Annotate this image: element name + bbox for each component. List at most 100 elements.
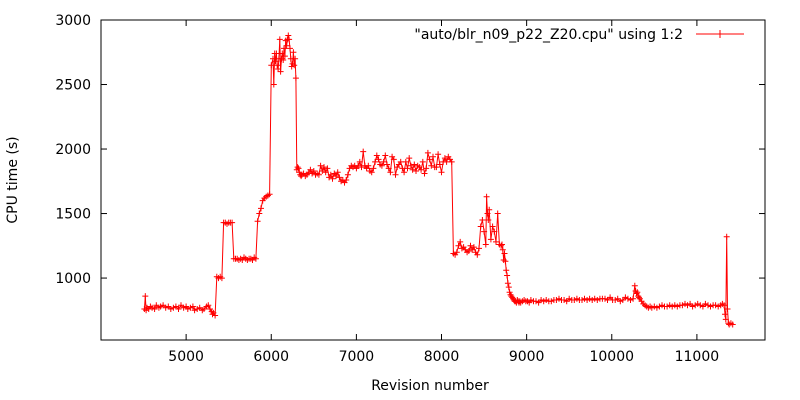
- data-point-marker: [694, 300, 701, 307]
- data-point-marker: [448, 158, 455, 165]
- data-point-marker: [229, 219, 236, 226]
- data-point-marker: [258, 205, 264, 212]
- data-point-marker: [175, 306, 182, 312]
- data-point-marker: [387, 169, 394, 176]
- data-point-marker: [527, 297, 534, 303]
- data-point-marker: [502, 258, 509, 265]
- data-point-marker: [721, 302, 728, 309]
- data-point-marker: [356, 158, 363, 165]
- data-point-marker: [254, 218, 261, 225]
- data-point-marker: [423, 165, 430, 172]
- x-axis-label: Revision number: [371, 378, 489, 394]
- data-point-marker: [470, 244, 477, 251]
- data-point-marker: [413, 168, 419, 174]
- data-point-marker: [651, 303, 658, 310]
- data-point-marker: [212, 312, 219, 319]
- data-point-marker: [382, 152, 389, 159]
- data-point-marker: [435, 151, 442, 158]
- data-point-marker: [291, 62, 298, 69]
- x-tick-label: 11000: [675, 349, 720, 365]
- data-point-marker: [503, 267, 510, 274]
- data-point-marker: [270, 81, 277, 88]
- data-point-marker: [292, 75, 299, 82]
- data-point-marker: [476, 245, 482, 252]
- data-point-marker: [355, 162, 362, 169]
- data-point-marker: [151, 306, 158, 312]
- data-point-marker: [571, 297, 578, 303]
- data-point-marker: [365, 162, 372, 169]
- data-point-marker: [286, 36, 293, 43]
- data-point-marker: [484, 210, 491, 217]
- data-point-marker: [482, 241, 489, 248]
- x-tick-label: 6000: [253, 349, 289, 365]
- data-point-marker: [538, 297, 545, 303]
- x-tick-label: 5000: [168, 349, 204, 365]
- data-point-marker: [268, 62, 275, 69]
- data-point-marker: [679, 302, 686, 309]
- data-point-marker: [724, 306, 731, 312]
- data-point-marker: [307, 166, 314, 173]
- data-point-marker: [378, 162, 385, 169]
- data-point-marker: [481, 228, 488, 235]
- data-point-marker: [256, 210, 263, 217]
- data-point-marker: [406, 155, 413, 162]
- data-point-marker: [491, 228, 498, 235]
- data-point-marker: [292, 55, 299, 62]
- data-point-marker: [329, 175, 336, 182]
- data-point-marker: [277, 68, 284, 75]
- data-point-marker: [327, 171, 334, 178]
- data-point-marker: [533, 298, 539, 305]
- data-point-marker: [624, 295, 631, 302]
- data-point-marker: [162, 304, 169, 311]
- data-point-marker: [723, 233, 730, 240]
- legend-label: "auto/blr_n09_p22_Z20.cpu" using 1:2: [414, 27, 683, 43]
- data-point-marker: [401, 169, 408, 176]
- y-tick-label: 3000: [55, 13, 91, 29]
- data-point-marker: [343, 177, 350, 183]
- data-point-marker: [438, 169, 445, 176]
- legend: "auto/blr_n09_p22_Z20.cpu" using 1:2: [414, 27, 744, 43]
- series-line: [143, 35, 733, 326]
- data-point-marker: [402, 158, 409, 165]
- data-point-marker: [436, 161, 443, 168]
- data-point-marker: [499, 241, 505, 248]
- data-point-marker: [614, 295, 621, 302]
- data-point-marker: [591, 295, 598, 302]
- data-point-marker: [276, 36, 283, 43]
- series-group: [141, 32, 736, 328]
- data-point-marker: [407, 162, 414, 169]
- data-point-marker: [483, 193, 490, 200]
- data-point-marker: [324, 165, 331, 172]
- data-point-marker: [419, 158, 426, 165]
- data-point-marker: [399, 165, 406, 172]
- legend-marker-swatch: [716, 30, 724, 38]
- data-point-marker: [664, 303, 671, 310]
- data-point-marker: [712, 302, 719, 309]
- data-point-marker: [209, 311, 216, 318]
- x-tick-label: 10000: [589, 349, 634, 365]
- data-point-marker: [441, 155, 448, 162]
- data-point-marker: [360, 148, 367, 155]
- data-point-marker: [722, 311, 728, 318]
- data-point-marker: [443, 158, 450, 165]
- data-point-marker: [486, 206, 493, 213]
- data-point-marker: [729, 321, 736, 328]
- data-point-marker: [274, 62, 281, 69]
- data-point-marker: [485, 217, 492, 223]
- data-point-marker: [287, 45, 293, 52]
- data-point-marker: [266, 191, 273, 198]
- data-point-marker: [627, 297, 634, 303]
- data-point-marker: [684, 302, 691, 309]
- data-point-marker: [372, 158, 379, 165]
- x-tick-label: 8000: [424, 349, 460, 365]
- data-point-marker: [594, 297, 601, 303]
- data-point-marker: [384, 161, 390, 168]
- data-point-marker: [317, 162, 324, 169]
- plot-frame: [100, 19, 766, 341]
- y-tick-label: 2500: [55, 78, 91, 94]
- data-point-marker: [310, 168, 317, 174]
- data-point-marker: [409, 166, 416, 173]
- data-point-marker: [283, 42, 290, 49]
- data-point-marker: [707, 303, 714, 310]
